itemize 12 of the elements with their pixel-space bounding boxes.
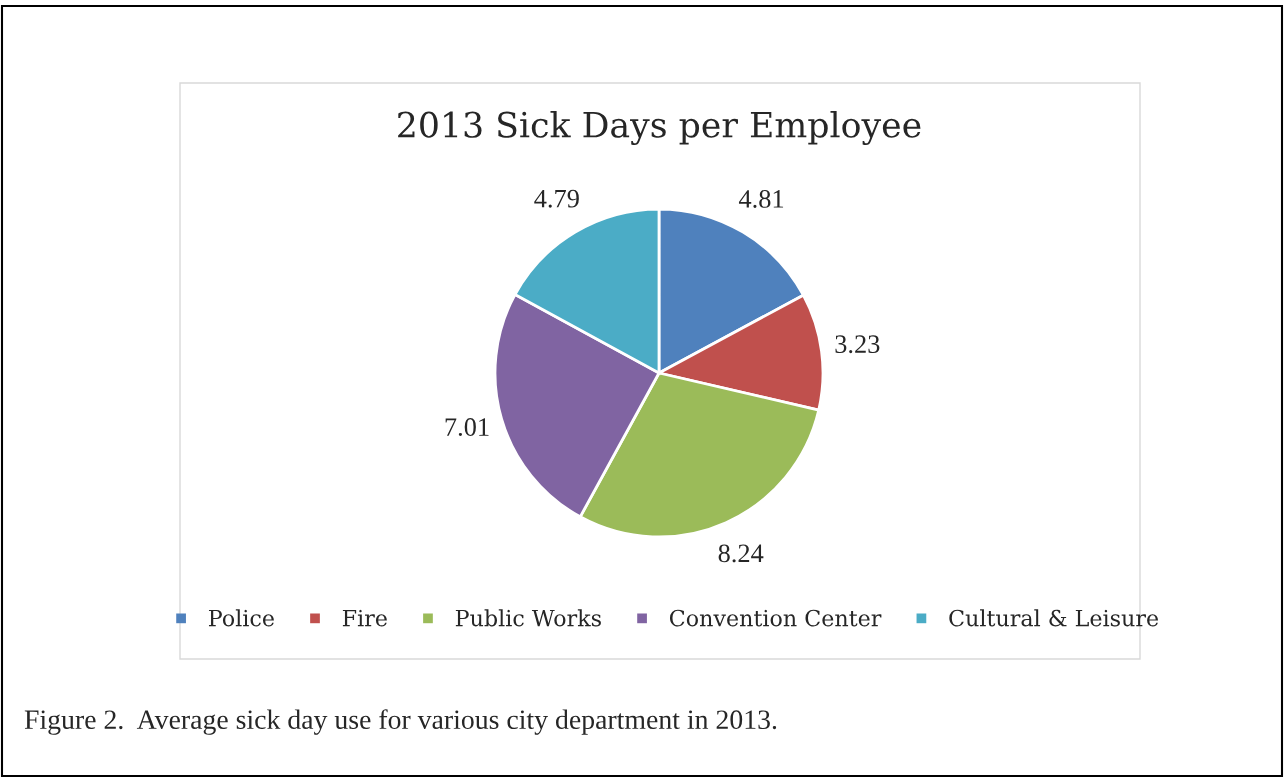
data-label: 7.01 [445, 418, 489, 437]
data-label: 4.79 [534, 189, 579, 208]
legend-label: Police [208, 609, 274, 627]
caption: Figure 2. Average sick day use for various city department in 2013. [24, 709, 777, 735]
legend-label: Fire [342, 609, 387, 627]
data-label: 3.23 [835, 335, 880, 354]
legend-label: Cultural & Leisure [949, 609, 1159, 627]
data-label: 4.81 [738, 190, 784, 208]
legend-label: Public Works [455, 609, 601, 627]
chart-title: 2013 Sick Days per Employee [398, 110, 921, 146]
legend-label: Convention Center [669, 609, 882, 627]
data-label: 8.24 [718, 544, 764, 563]
